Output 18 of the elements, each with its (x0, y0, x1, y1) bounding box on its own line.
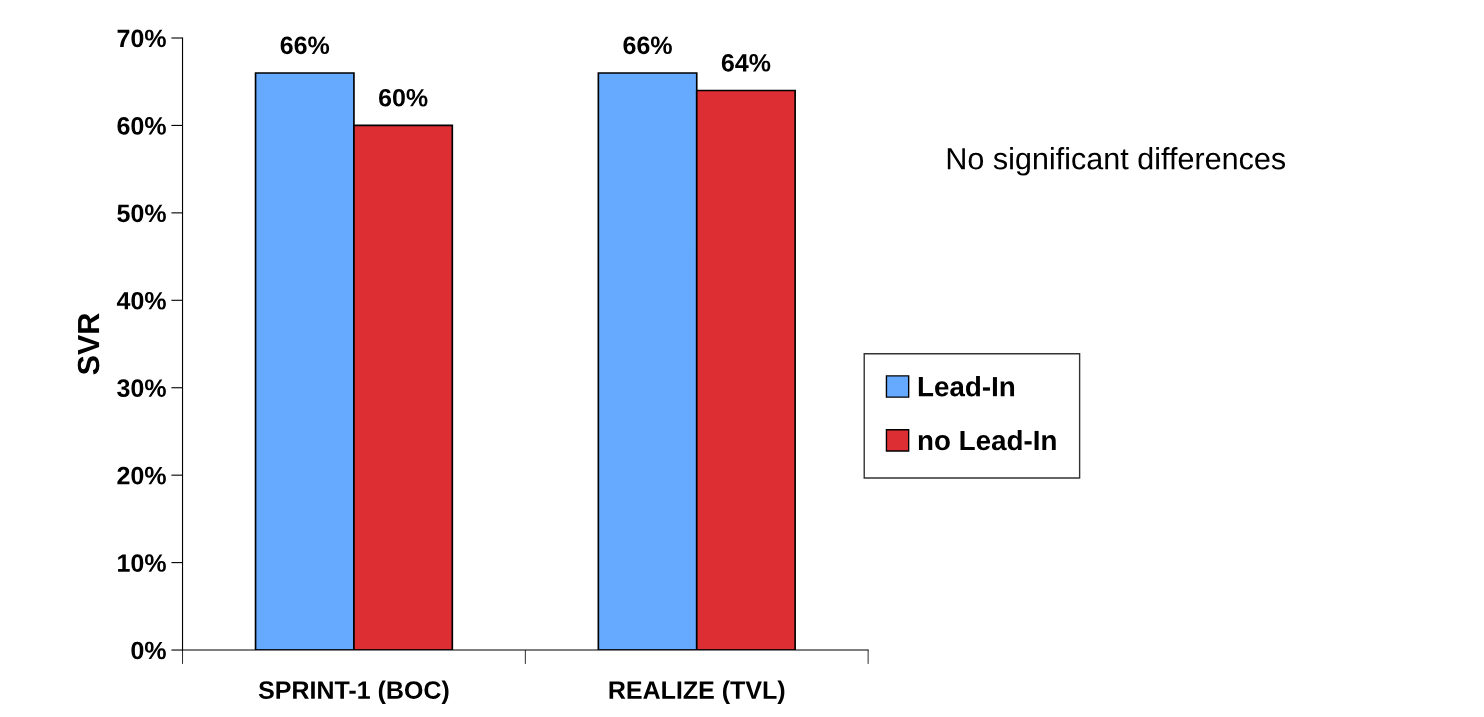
x-tick-label: SPRINT-1 (BOC) (258, 680, 449, 704)
y-tick-label: 60% (117, 117, 166, 135)
text: No significant differences (947, 147, 1286, 176)
data-label: 60% (379, 88, 428, 107)
y-tick-label: 70% (117, 29, 166, 48)
data-label: 66% (280, 36, 330, 55)
y-tick-label: 40% (116, 291, 166, 310)
y-tick-label: 0% (131, 641, 166, 660)
legend-label: no Lead-In (918, 429, 1056, 451)
y-tick-label: 20% (117, 466, 166, 485)
legend-label: Lead-In (918, 376, 1015, 397)
data-label: 66% (623, 36, 672, 55)
x-tick-label: REALIZE (TVL) (609, 680, 785, 704)
y-tick-label: 50% (117, 204, 166, 223)
data-label: 64% (721, 53, 771, 72)
y-axis-title: SVR (77, 313, 100, 375)
y-tick-label: 10% (118, 554, 166, 572)
y-tick-label: 30% (117, 379, 166, 398)
